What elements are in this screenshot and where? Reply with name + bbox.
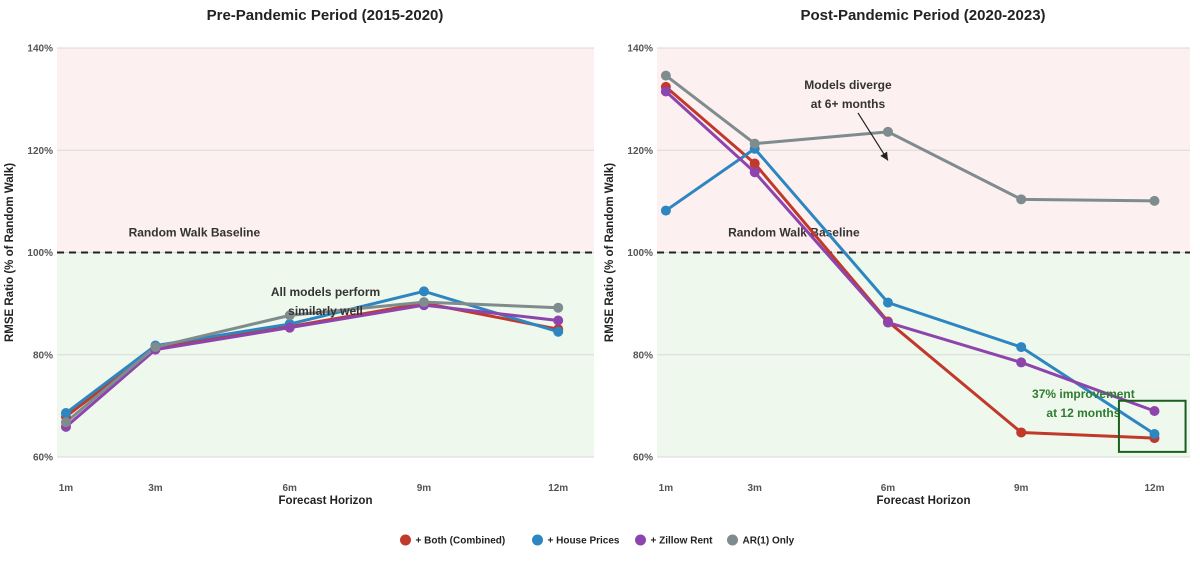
data-point [660,205,671,216]
data-point [150,342,161,353]
data-point [882,297,893,308]
x-tick-label: 1m [59,483,74,494]
y-tick-label: 60% [633,453,653,464]
baseline-label: Random Walk Baseline [129,226,261,240]
data-point [1016,342,1027,353]
data-point [284,322,295,333]
y-axis-label: RMSE Ratio (% of Random Walk) [604,163,616,342]
y-tick-label: 120% [27,146,53,157]
legend-marker [727,534,738,546]
data-point [60,408,71,419]
data-point [1016,427,1027,438]
data-point [418,297,429,308]
data-point [1016,357,1027,368]
annotation-text: All models perform [271,285,380,299]
annotation-arrowhead [880,151,888,161]
data-point [553,315,564,326]
data-point [1149,195,1160,206]
y-tick-label: 140% [627,44,653,55]
chart-title: Post-Pandemic Period (2020-2023) [800,7,1045,24]
data-point [284,310,295,321]
legend: + Both (Combined) + House Prices + Zillow … [400,534,795,547]
panel-post-pandemic: Post-Pandemic Period (2020-2023) 60% 80% 10… [604,7,1190,507]
data-point [1016,194,1027,205]
y-tick-label: 140% [27,44,53,55]
data-point [553,326,564,337]
x-tick-label: 9m [417,483,432,494]
legend-marker [532,534,543,546]
x-tick-label: 3m [148,483,163,494]
annotation-text: at 6+ months [811,97,886,111]
x-tick-label: 3m [747,483,762,494]
x-tick-label: 9m [1014,483,1029,494]
y-tick-label: 100% [627,248,653,259]
data-point [60,417,71,428]
x-tick-label: 6m [881,483,896,494]
data-point [1149,428,1160,439]
x-axis-label: Forecast Horizon [279,495,373,507]
annotation-arrow [857,112,889,161]
data-point [1149,405,1160,416]
panel-pre-pandemic: Pre-Pandemic Period (2015-2020) 60% 80% 100… [4,7,594,507]
chart-title: Pre-Pandemic Period (2015-2020) [207,7,444,24]
data-point [749,167,760,178]
annotation-text: Models diverge [804,78,892,92]
y-axis-label: RMSE Ratio (% of Random Walk) [4,163,16,342]
y-tick-label: 120% [627,146,653,157]
data-point [882,126,893,137]
legend-marker [635,534,646,546]
legend-marker [400,534,411,546]
data-point [749,138,760,149]
data-point [660,86,671,97]
data-point [553,302,564,313]
x-tick-label: 12m [548,483,568,494]
y-tick-label: 80% [33,350,53,361]
legend-label: + House Prices [548,536,620,547]
data-point [749,158,760,169]
legend-label: + Zillow Rent [651,536,714,547]
x-axis-label: Forecast Horizon [877,495,971,507]
x-tick-label: 12m [1144,483,1164,494]
y-tick-label: 80% [633,350,653,361]
data-point [418,286,429,297]
annotation-text: similarly well [288,304,363,318]
legend-label: + Both (Combined) [416,536,506,547]
annotation-text: at 12 months [1046,406,1120,420]
y-tick-label: 60% [33,453,53,464]
baseline-label: Random Walk Baseline [728,226,860,240]
legend-label: AR(1) Only [743,536,795,547]
highlight-box [1117,399,1187,453]
annotation-text: 37% improvement [1032,387,1135,401]
data-point [660,70,671,81]
x-tick-label: 1m [659,483,674,494]
y-tick-label: 100% [27,248,53,259]
data-point [882,317,893,328]
x-tick-label: 6m [282,483,297,494]
